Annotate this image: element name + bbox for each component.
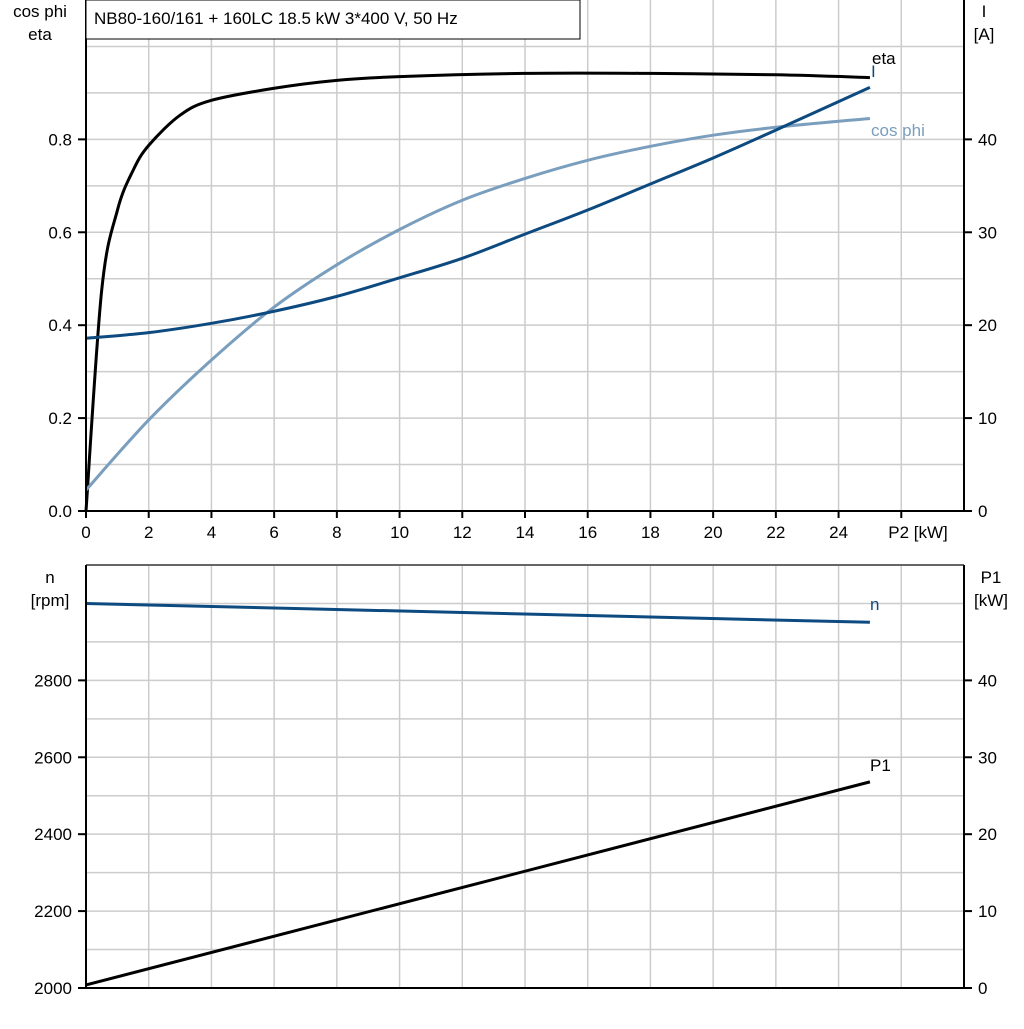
top-left-axis-label-2: eta (28, 25, 52, 44)
x-tick-label: 8 (332, 523, 341, 542)
x-tick-label: 12 (453, 523, 472, 542)
series-lines (84, 71, 871, 987)
x-tick-label: 4 (207, 523, 216, 542)
top-right-axis-label-1: I (982, 2, 987, 21)
y-left-tick-label: 0.6 (48, 223, 72, 242)
y-left-tick-label: 0.4 (48, 316, 72, 335)
y-right-tick-label: 20 (978, 316, 997, 335)
series-n (85, 601, 870, 624)
x-tick-label: 2 (144, 523, 153, 542)
y-left-tick-label: 0.8 (48, 130, 72, 149)
series-eta (84, 71, 870, 512)
bottom-left-axis-label-2: [rpm] (31, 591, 70, 610)
series-label-n: n (870, 595, 879, 614)
bottom-right-axis-label-2: [kW] (974, 591, 1008, 610)
y-right-tick-label: 0 (978, 979, 987, 998)
series-cos-phi (84, 116, 871, 492)
y-right-tick-label: 40 (978, 671, 997, 690)
series-label-cos-phi: cos phi (871, 121, 925, 140)
y-right-tick-label: 30 (978, 748, 997, 767)
y-left-tick-label: 0.2 (48, 409, 72, 428)
y-left-tick-label: 2600 (34, 748, 72, 767)
x-tick-label: 0 (81, 523, 90, 542)
y-right-tick-label: 10 (978, 902, 997, 921)
chart-title: NB80-160/161 + 160LC 18.5 kW 3*400 V, 50… (94, 9, 458, 28)
y-left-tick-label: 0.0 (48, 502, 72, 521)
y-right-tick-label: 0 (978, 502, 987, 521)
series-label-eta: eta (872, 49, 896, 68)
x-tick-label: 20 (704, 523, 723, 542)
series-P1 (85, 780, 871, 987)
y-right-tick-label: 40 (978, 130, 997, 149)
x-tick-label: 6 (269, 523, 278, 542)
y-right-tick-label: 10 (978, 409, 997, 428)
series-label-P1: P1 (870, 756, 891, 775)
x-tick-label: 16 (578, 523, 597, 542)
bottom-left-axis-label-1: n (45, 568, 54, 587)
top-left-axis-label-1: cos phi (13, 2, 67, 21)
top-chart-grid (86, 0, 964, 511)
series-label-I: I (871, 62, 876, 81)
y-left-tick-label: 2000 (34, 979, 72, 998)
x-tick-label: 10 (390, 523, 409, 542)
bottom-chart-grid (86, 564, 964, 988)
y-left-tick-label: 2200 (34, 902, 72, 921)
x-tick-label: 24 (829, 523, 848, 542)
series-I (85, 85, 871, 340)
x-tick-label: 18 (641, 523, 660, 542)
title-box (85, 0, 581, 40)
y-right-tick-label: 30 (978, 223, 997, 242)
y-left-tick-label: 2400 (34, 825, 72, 844)
y-left-tick-label: 2800 (34, 671, 72, 690)
x-tick-label: 22 (766, 523, 785, 542)
y-right-tick-label: 20 (978, 825, 997, 844)
bottom-right-axis-label-1: P1 (981, 568, 1002, 587)
x-tick-label: 14 (516, 523, 535, 542)
top-right-axis-label-2: [A] (974, 25, 995, 44)
x-axis-label: P2 [kW] (888, 523, 948, 542)
